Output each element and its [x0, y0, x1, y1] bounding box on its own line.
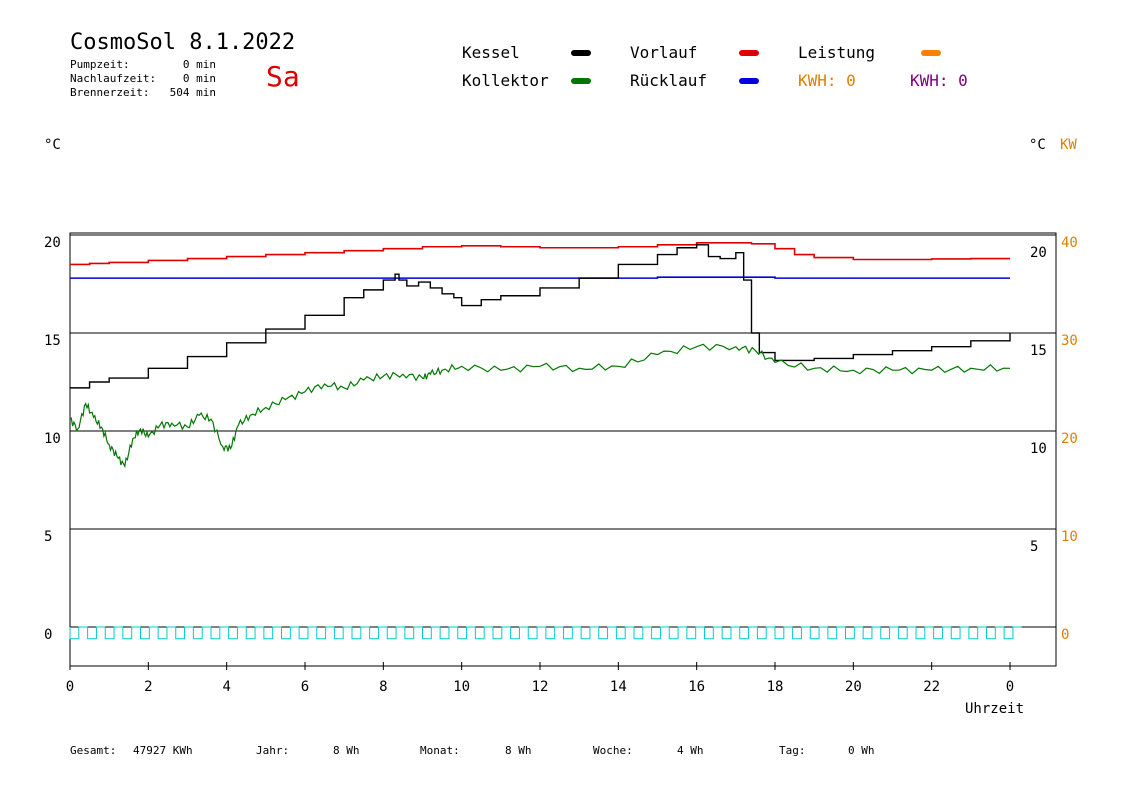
legend-leistung: Leistung: [798, 43, 876, 62]
footer-tag-label: Tag:: [779, 744, 806, 757]
legend-kwh-purple: KWH: 0: [910, 71, 968, 90]
x-tick-label: 10: [453, 679, 470, 695]
x-tick-label: 6: [301, 679, 309, 695]
series-line-vorlauf: [70, 242, 1010, 266]
legend-kessel-swatch: [571, 50, 591, 56]
series-line-kessel: [70, 244, 1011, 389]
burner-time-label: Brennerzeit:: [70, 86, 150, 99]
y-right-tick-label: 10: [1030, 441, 1047, 457]
legend-vorlauf-swatch: [739, 50, 759, 56]
pump-pulse-line: [69, 626, 1022, 640]
x-tick-label: 4: [222, 679, 230, 695]
footer-jahr-label: Jahr:: [256, 744, 290, 757]
x-tick-label: 12: [532, 679, 549, 695]
y-kw-tick-label: 40: [1061, 235, 1078, 251]
y-left-tick-label: 5: [44, 529, 52, 545]
x-axis-label: Uhrzeit: [965, 701, 1025, 717]
legend-leistung-swatch: [921, 50, 941, 56]
left-axis-unit: °C: [44, 137, 61, 153]
footer-woche-label: Woche:: [593, 744, 633, 757]
plot-frame: [69, 232, 1057, 667]
series-line-ruecklauf: [70, 276, 1010, 279]
legend-vorlauf: Vorlauf: [630, 43, 698, 62]
chart-title: CosmoSol 8.1.2022: [70, 30, 296, 55]
y-right-tick-label: 15: [1030, 343, 1047, 359]
x-tick-label: 2: [144, 679, 152, 695]
x-tick-label: 0: [1006, 679, 1014, 695]
x-tick-label: 0: [66, 679, 74, 695]
y-kw-tick-label: 30: [1061, 333, 1078, 349]
y-kw-tick-label: 20: [1061, 431, 1078, 447]
legend-kwh-orange: KWH: 0: [798, 71, 856, 90]
x-tick-label: 16: [688, 679, 705, 695]
legend-ruecklauf: Rücklauf: [630, 71, 708, 90]
run-time-value: 0 min: [182, 72, 216, 85]
legend-kessel: Kessel: [462, 43, 520, 62]
x-tick-label: 14: [610, 679, 627, 695]
pump-time-label: Pumpzeit:: [70, 58, 130, 71]
legend-kollektor: Kollektor: [462, 71, 549, 90]
run-time-label: Nachlaufzeit:: [70, 72, 157, 85]
right-axis-unit: °C: [1029, 137, 1046, 153]
x-tick-label: 22: [923, 679, 940, 695]
y-right-tick-label: 5: [1030, 539, 1038, 555]
x-tick-label: 8: [379, 679, 387, 695]
footer-gesamt-value: 47927 KWh: [133, 744, 193, 757]
legend-ruecklauf-swatch: [739, 78, 759, 84]
footer-tag-value: 0 Wh: [848, 744, 875, 757]
y-kw-tick-label: 10: [1061, 529, 1078, 545]
footer-woche-value: 4 Wh: [677, 744, 704, 757]
y-left-tick-label: 10: [44, 431, 61, 447]
right-kw-axis-unit: KW: [1060, 137, 1077, 153]
y-kw-tick-label: 0: [1061, 627, 1069, 643]
weekday-label: Sa: [266, 60, 300, 93]
footer-jahr-value: 8 Wh: [333, 744, 360, 757]
y-left-tick-label: 20: [44, 235, 61, 251]
x-tick-label: 18: [767, 679, 784, 695]
burner-time-value: 504 min: [169, 86, 216, 99]
x-tick-label: 20: [845, 679, 862, 695]
footer-monat-value: 8 Wh: [505, 744, 532, 757]
footer-monat-label: Monat:: [420, 744, 460, 757]
series-line-kollektor: [69, 343, 1011, 469]
footer-gesamt-label: Gesamt:: [70, 744, 117, 757]
y-right-tick-label: 20: [1030, 245, 1047, 261]
pump-time-value: 0 min: [182, 58, 216, 71]
y-left-tick-label: 0: [44, 627, 52, 643]
legend-kollektor-swatch: [571, 78, 591, 84]
y-left-tick-label: 15: [44, 333, 61, 349]
